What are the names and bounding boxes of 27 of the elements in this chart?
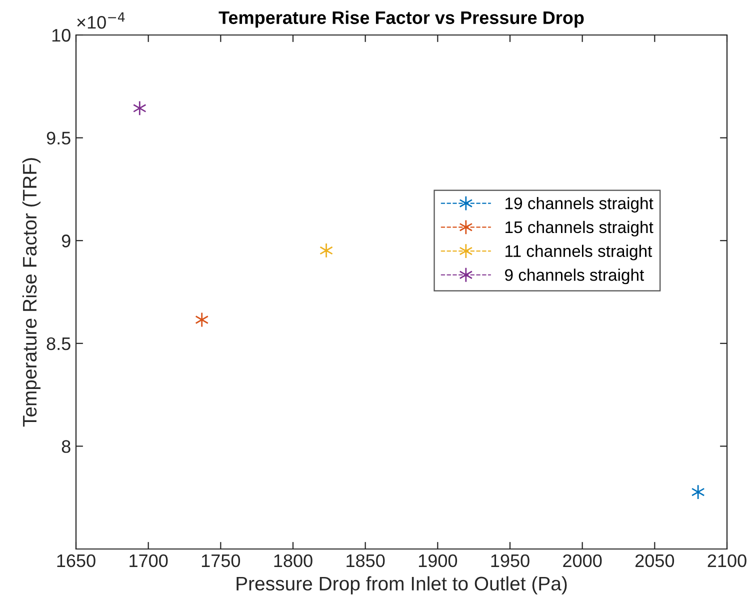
- point: [691, 484, 705, 500]
- x-tick-label: 2100: [708, 554, 746, 568]
- y-tick-label: 8: [62, 440, 70, 453]
- x-tick-label: 2000: [563, 554, 602, 568]
- x-axis-title: Pressure Drop from Inlet to Outlet (Pa): [236, 576, 567, 594]
- y-tick-label: 10: [52, 28, 70, 42]
- legend-label: 15 channels straight: [506, 220, 654, 236]
- chart-title: Temperature Rise Factor vs Pressure Drop: [218, 10, 584, 28]
- text: ×10$^{−4}$: [77, 12, 125, 29]
- y-tick-label: 9.5: [46, 132, 70, 145]
- x-tick-label: 1650: [57, 554, 96, 568]
- y-axis-title: Temperature Rise Factor (TRF): [22, 158, 40, 427]
- x-tick-label: 2050: [635, 554, 674, 568]
- x-tick-label: 1850: [346, 554, 385, 568]
- legend-label: 19 channels straight: [506, 197, 654, 213]
- y-tick-label: 9: [62, 234, 70, 248]
- y-tick-label: 8.5: [46, 337, 70, 350]
- x-tick-label: 1950: [491, 554, 530, 568]
- x-tick-label: 1900: [418, 554, 458, 568]
- x-tick-label: 1700: [130, 554, 168, 568]
- x-tick-label: 1800: [274, 554, 312, 568]
- x-tick-label: 1750: [202, 554, 240, 568]
- point: [132, 100, 146, 116]
- point: [195, 312, 209, 328]
- point: [320, 242, 333, 258]
- legend-label: 9 channels straight: [505, 268, 644, 284]
- legend-label: 11 channels straight: [506, 244, 652, 260]
